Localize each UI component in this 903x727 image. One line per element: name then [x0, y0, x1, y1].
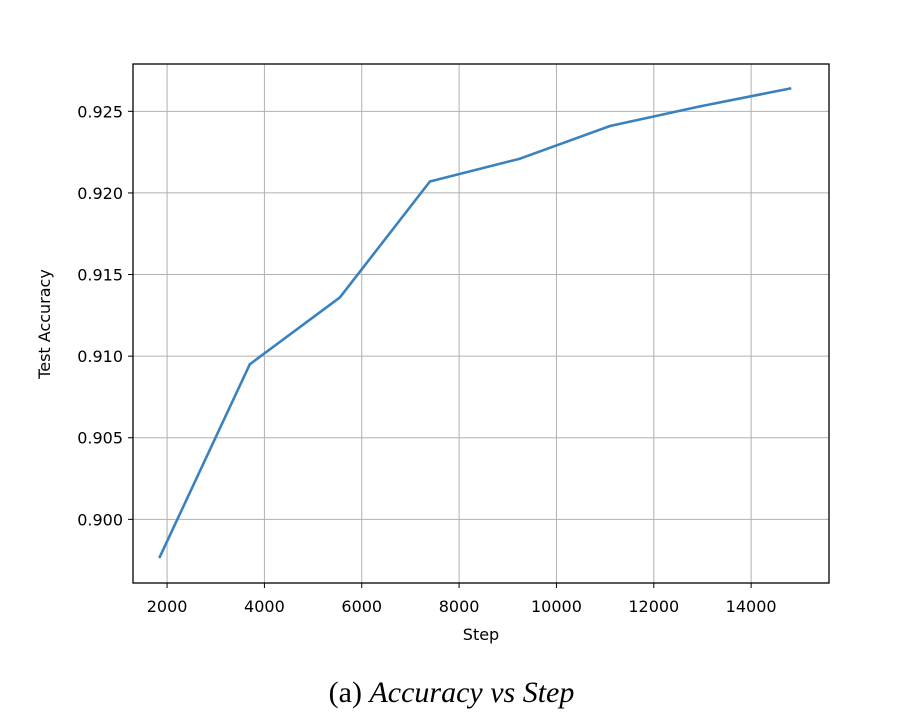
ticks: 2000 4000 6000 8000 10000 12000 14000 0.900 0.90…: [77, 102, 776, 616]
y-tick-label: 0.910: [77, 347, 123, 366]
x-tick-label: 10000: [531, 597, 582, 616]
y-tick-label: 0.925: [77, 102, 123, 121]
data-point: [788, 87, 792, 90]
series-layer: [158, 87, 792, 559]
x-tick-label: 8000: [439, 597, 480, 616]
data-point: [608, 124, 612, 128]
x-tick-label: 12000: [628, 597, 679, 616]
data-point: [158, 555, 162, 559]
y-tick-label: 0.905: [77, 429, 123, 448]
plot-frame: [132, 63, 830, 584]
caption-title: Accuracy vs Step: [369, 676, 575, 709]
figure-caption: (a) Accuracy vs Step: [0, 676, 903, 710]
x-tick-label: 14000: [726, 597, 777, 616]
x-tick-label: 4000: [244, 597, 285, 616]
x-tick-label: 6000: [341, 597, 382, 616]
y-tick-label: 0.900: [77, 510, 123, 529]
x-tick-label: 2000: [147, 597, 188, 616]
y-tick-label: 0.920: [77, 184, 123, 203]
caption-prefix: (a): [328, 676, 370, 709]
x-axis-label: Step: [463, 625, 499, 644]
grid: [133, 64, 829, 583]
series-line: [158, 87, 792, 559]
y-tick-label: 0.915: [77, 266, 123, 285]
data-point: [518, 157, 522, 160]
y-axis-label: Test Accuracy: [35, 269, 54, 380]
data-point: [248, 363, 252, 366]
data-point: [428, 180, 432, 183]
line-chart: 2000 4000 6000 8000 10000 12000 14000 0.900 0.90…: [35, 63, 830, 644]
data-point: [338, 296, 342, 299]
data-point: [698, 105, 702, 108]
